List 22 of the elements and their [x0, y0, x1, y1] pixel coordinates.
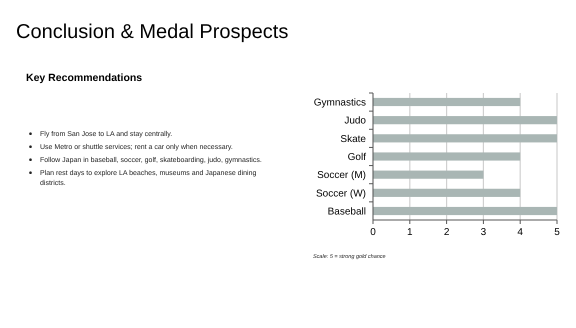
- x-tick-label: 2: [444, 227, 450, 238]
- x-tick-label: 0: [370, 227, 376, 238]
- bar: [373, 206, 557, 216]
- bar: [373, 116, 557, 124]
- bar: [373, 170, 484, 179]
- x-tick-label: 1: [407, 227, 414, 238]
- y-tick-label: Gymnastics: [314, 97, 366, 108]
- x-tick-label: 4: [517, 227, 524, 238]
- y-tick-label: Baseball: [328, 206, 366, 218]
- y-tick-label: Skate: [340, 134, 366, 145]
- bar: [373, 152, 520, 161]
- text: Key Recommendations: [26, 72, 142, 84]
- y-tick-label: Soccer (W): [316, 188, 366, 200]
- x-tick-label: 3: [480, 227, 487, 238]
- bar: [373, 188, 520, 197]
- text: Conclusion & Medal Prospects: [16, 21, 288, 43]
- bar: [373, 98, 520, 106]
- y-tick-label: Soccer (M): [317, 170, 366, 182]
- y-tick-label: Judo: [344, 116, 366, 127]
- x-tick-label: 5: [554, 227, 560, 238]
- bar: [373, 134, 557, 142]
- y-tick-label: Golf: [348, 152, 366, 163]
